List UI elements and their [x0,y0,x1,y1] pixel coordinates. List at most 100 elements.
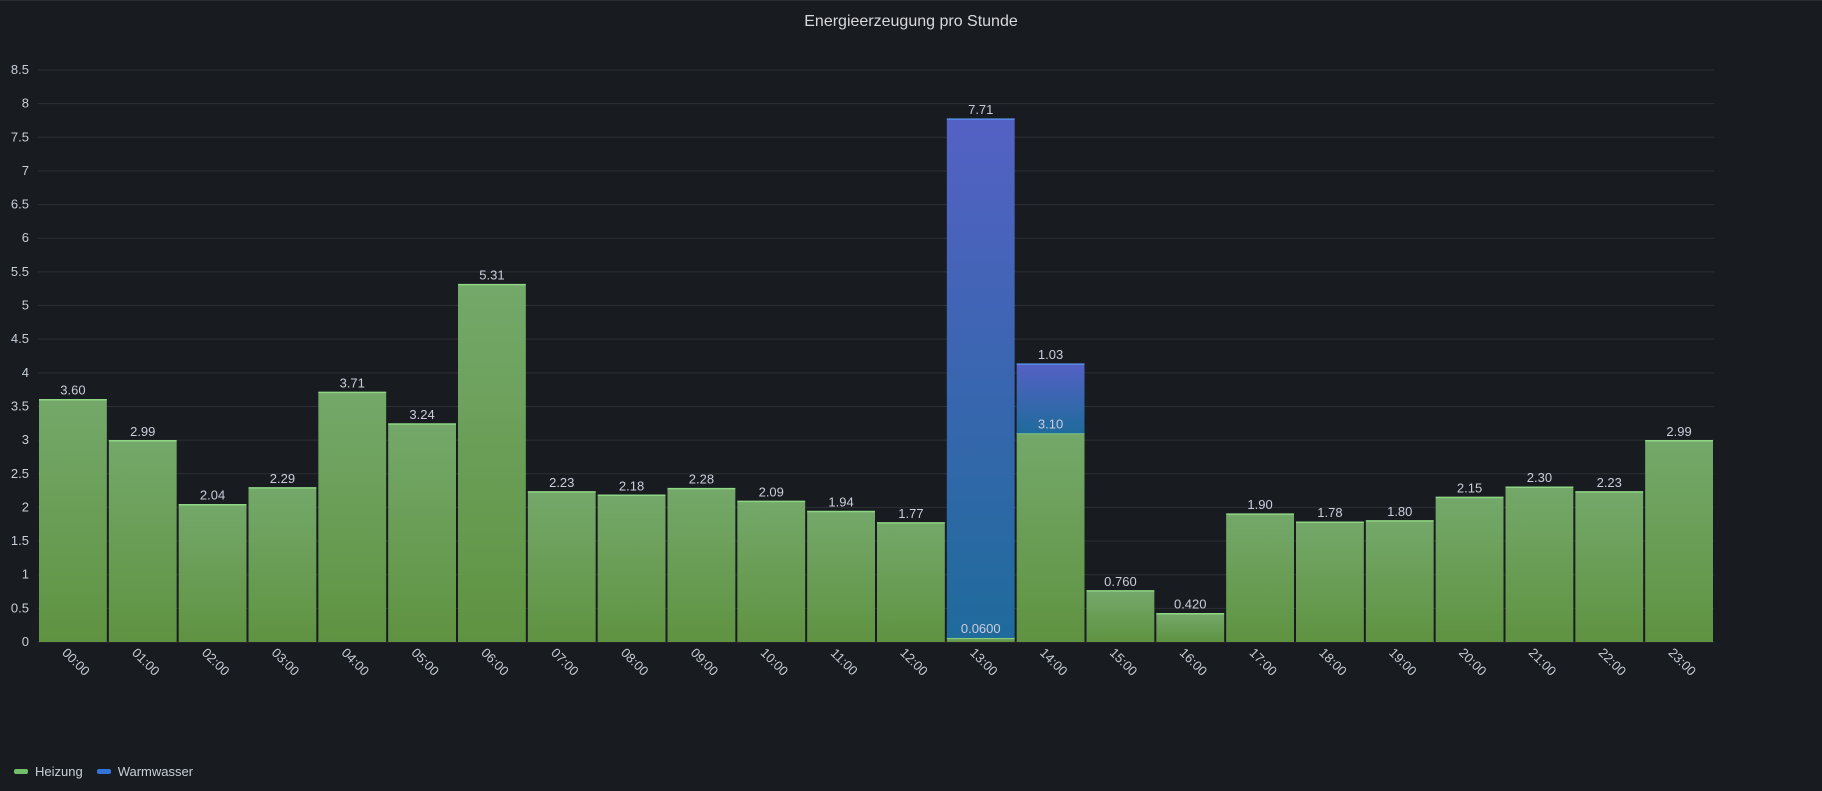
bar-heizung-04:00[interactable] [318,392,387,642]
y-tick-label: 5.5 [11,264,29,279]
y-tick-label: 6.5 [11,197,29,212]
y-tick-label: 1.5 [11,533,29,548]
legend-swatch-warmwasser [96,769,111,774]
data-label-heizung-13:00: 0.0600 [961,621,1001,636]
y-tick-label: 6 [22,230,29,245]
bar-heizung-20:00[interactable] [1435,497,1504,642]
y-tick-label: 0 [22,634,29,649]
bar-heizung-08:00[interactable] [597,495,666,642]
x-tick-label: 06:00 [478,645,512,679]
data-label-heizung-02:00: 2.04 [200,488,225,503]
y-tick-label: 2 [22,499,29,514]
x-tick-label: 17:00 [1246,645,1280,679]
bar-heizung-13:00[interactable] [946,637,1015,642]
bar-heizung-15:00[interactable] [1086,590,1155,642]
x-tick-label: 13:00 [967,645,1001,679]
legend-label-heizung: Heizung [35,764,83,779]
y-tick-label: 2.5 [11,466,29,481]
data-label-heizung-17:00: 1.90 [1247,497,1272,512]
x-tick-label: 08:00 [618,645,652,679]
bar-heizung-12:00[interactable] [877,522,945,642]
x-tick-label: 15:00 [1107,645,1141,679]
chart-title: Energieerzeugung pro Stunde [804,13,1018,30]
x-tick-label: 11:00 [828,645,861,678]
x-tick-label: 12:00 [897,645,931,679]
legend-item-warmwasser[interactable]: Warmwasser [96,764,194,779]
x-tick-label: 16:00 [1177,645,1211,679]
bar-heizung-06:00[interactable] [458,284,526,642]
x-tick-label: 03:00 [269,645,303,679]
y-tick-label: 7 [22,163,29,178]
data-label-heizung-20:00: 2.15 [1457,480,1482,495]
data-label-heizung-18:00: 1.78 [1317,505,1342,520]
bar-heizung-21:00[interactable] [1505,487,1574,642]
bar-heizung-14:00[interactable] [1016,433,1085,642]
data-label-heizung-21:00: 2.30 [1527,470,1552,485]
y-tick-label: 3.5 [11,398,29,413]
data-label-heizung-05:00: 3.24 [409,407,434,422]
bar-heizung-16:00[interactable] [1156,613,1225,642]
data-labels: 3.60 2.99 2.04 2.29 3.71 3.24 5.31 2.23 2.18 2.28… [60,102,1691,636]
bar-heizung-02:00[interactable] [178,504,247,642]
data-label-heizung-15:00: 0.760 [1104,574,1137,589]
x-tick-label: 00:00 [59,645,93,679]
bar-heizung-10:00[interactable] [737,501,806,642]
data-label-heizung-10:00: 2.09 [759,484,784,499]
y-tick-label: 0.5 [11,600,29,615]
legend-swatch-heizung [14,769,28,774]
legend: Heizung Warmwasser [14,764,193,779]
bar-warmwasser-13:00[interactable] [946,119,1015,638]
x-tick-label: 21:00 [1526,645,1560,679]
bar-heizung-09:00[interactable] [667,488,736,642]
data-label-heizung-19:00: 1.80 [1387,504,1412,519]
bar-heizung-03:00[interactable] [248,487,317,642]
x-tick-label: 07:00 [548,645,582,679]
legend-item-heizung[interactable]: Heizung [14,764,83,779]
x-tick-label: 19:00 [1386,645,1420,679]
bar-heizung-19:00[interactable] [1365,520,1434,642]
data-label-heizung-06:00: 5.31 [479,268,504,283]
bar-heizung-00:00[interactable] [39,399,107,642]
x-tick-label: 02:00 [199,645,233,679]
grid-lines [38,69,1714,643]
x-tick-label: 22:00 [1596,645,1630,679]
data-label-warmwasser-14:00: 1.03 [1038,347,1063,362]
x-tick-label: 10:00 [758,645,792,679]
x-tick-label: 05:00 [408,645,442,679]
y-tick-label: 1 [22,567,29,582]
x-axis-ticks: 00:00 01:00 02:00 03:00 04:00 05:00 06:00 07:00… [59,645,1699,679]
y-tick-label: 5 [22,298,29,313]
bar-warmwasser-14:00[interactable] [1016,364,1085,434]
x-tick-label: 09:00 [688,645,722,679]
data-label-heizung-08:00: 2.18 [619,478,644,493]
y-tick-label: 3 [22,432,29,447]
bar-heizung-01:00[interactable] [108,440,177,642]
y-tick-label: 8 [22,96,29,111]
bar-heizung-23:00[interactable] [1645,440,1713,642]
x-tick-label: 04:00 [339,645,373,679]
y-tick-label: 8.5 [11,62,29,77]
bar-heizung-22:00[interactable] [1575,491,1644,642]
y-axis-ticks: 0 0.5 1 1.5 2 2.5 3 3.5 4 4.5 5 5.5 6 6.5 7 7.5 8 8.5 [11,62,29,649]
data-label-heizung-04:00: 3.71 [340,375,365,390]
bar-heizung-07:00[interactable] [527,491,596,642]
data-label-heizung-07:00: 2.23 [549,475,574,490]
data-label-heizung-03:00: 2.29 [270,471,295,486]
x-tick-label: 14:00 [1037,645,1071,679]
y-tick-label: 4.5 [11,331,29,346]
x-tick-label: 20:00 [1456,645,1490,679]
data-label-heizung-22:00: 2.23 [1597,475,1622,490]
bar-heizung-18:00[interactable] [1296,522,1364,642]
data-label-heizung-12:00: 1.77 [898,506,923,521]
x-tick-label: 18:00 [1316,645,1350,679]
data-label-heizung-09:00: 2.28 [689,472,714,487]
data-label-warmwasser-13:00: 7.71 [968,102,993,117]
bar-heizung-11:00[interactable] [807,511,875,642]
y-tick-label: 4 [22,365,29,380]
y-tick-label: 7.5 [11,129,29,144]
bar-heizung-17:00[interactable] [1226,514,1294,642]
bar-heizung-05:00[interactable] [388,423,456,642]
legend-label-warmwasser: Warmwasser [117,764,194,779]
